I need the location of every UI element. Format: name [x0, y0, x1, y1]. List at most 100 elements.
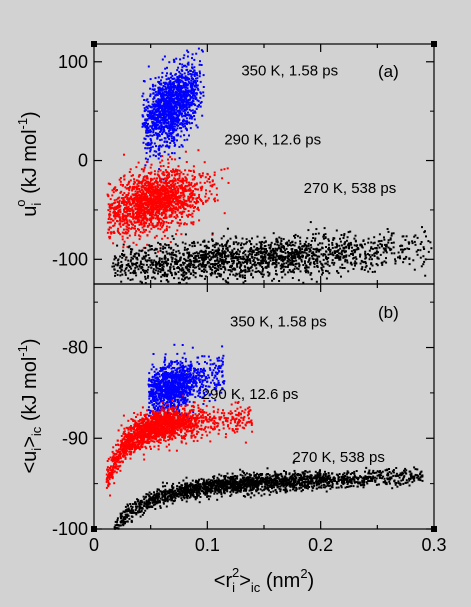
data-point [153, 133, 156, 136]
data-point [408, 257, 411, 260]
data-point [165, 185, 168, 188]
data-point [191, 85, 194, 88]
data-point [169, 73, 172, 76]
data-point [179, 127, 181, 130]
data-point [225, 281, 228, 283]
data-point [206, 261, 209, 263]
data-point [135, 230, 138, 233]
data-point [277, 246, 280, 249]
data-point [197, 200, 200, 203]
data-point [202, 91, 205, 94]
data-point [170, 83, 173, 86]
data-point [150, 216, 153, 219]
data-point [299, 242, 302, 245]
data-point [261, 266, 264, 268]
data-point [161, 107, 164, 110]
data-point [175, 250, 178, 253]
data-point [221, 256, 224, 259]
data-point [159, 83, 162, 86]
data-point [204, 253, 206, 256]
data-point [397, 251, 400, 254]
data-point [179, 281, 181, 284]
data-point [188, 94, 191, 96]
data-point [126, 184, 129, 186]
data-point [144, 217, 147, 220]
data-point [167, 122, 170, 125]
data-point [140, 212, 143, 214]
data-point [230, 255, 233, 258]
data-point [308, 263, 311, 265]
data-point [321, 242, 324, 245]
data-point [198, 263, 201, 266]
data-point [128, 224, 130, 227]
data-point [144, 207, 147, 210]
data-point [164, 98, 167, 101]
data-point [174, 168, 177, 171]
data-point [187, 277, 190, 280]
data-point [133, 178, 136, 181]
data-point [129, 168, 132, 171]
data-point [417, 249, 420, 252]
data-point [160, 185, 163, 188]
data-point [191, 94, 194, 97]
data-point [145, 184, 148, 187]
data-point [277, 244, 280, 247]
data-point [178, 97, 181, 100]
data-point [213, 267, 216, 269]
data-point [178, 201, 181, 204]
data-point [227, 277, 229, 280]
data-point [213, 255, 216, 258]
data-point [114, 210, 116, 213]
data-point [191, 53, 194, 56]
data-point [247, 254, 250, 257]
data-point [231, 260, 233, 263]
data-point [275, 269, 277, 272]
data-point [174, 97, 177, 100]
data-point [162, 103, 165, 106]
data-point [314, 232, 317, 235]
data-point [163, 272, 166, 275]
data-point [168, 175, 171, 178]
data-point [325, 255, 328, 258]
data-point [327, 239, 330, 242]
data-point [113, 188, 116, 191]
data-point [169, 266, 172, 269]
data-point [171, 251, 173, 254]
data-point [184, 200, 187, 203]
data-point [172, 191, 174, 194]
data-point [194, 187, 197, 190]
data-point [178, 114, 181, 117]
data-point [145, 160, 148, 163]
data-point [184, 176, 187, 179]
data-point [240, 269, 242, 272]
data-point [367, 237, 370, 240]
data-point [191, 185, 194, 188]
data-point [140, 194, 143, 197]
data-point [181, 215, 183, 218]
data-point [216, 242, 219, 245]
data-point [172, 115, 175, 118]
data-point [182, 263, 185, 266]
data-point [361, 260, 364, 263]
data-point [175, 103, 177, 106]
data-point [136, 190, 139, 193]
data-point [166, 122, 169, 125]
data-point [142, 198, 145, 201]
data-point [161, 269, 164, 272]
data-point [293, 235, 296, 237]
data-point [175, 195, 178, 198]
data-point [190, 82, 193, 85]
data-point [130, 251, 133, 254]
data-point [207, 256, 210, 259]
data-point [184, 88, 187, 91]
data-point [143, 99, 146, 101]
data-point [261, 260, 264, 263]
data-point [211, 184, 214, 187]
series-annotation: 270 K, 538 ps [304, 180, 397, 197]
data-point [167, 244, 170, 246]
data-point [291, 270, 294, 273]
data-point [140, 185, 143, 188]
data-point [196, 77, 199, 80]
data-point [299, 248, 301, 251]
data-point [188, 268, 191, 271]
